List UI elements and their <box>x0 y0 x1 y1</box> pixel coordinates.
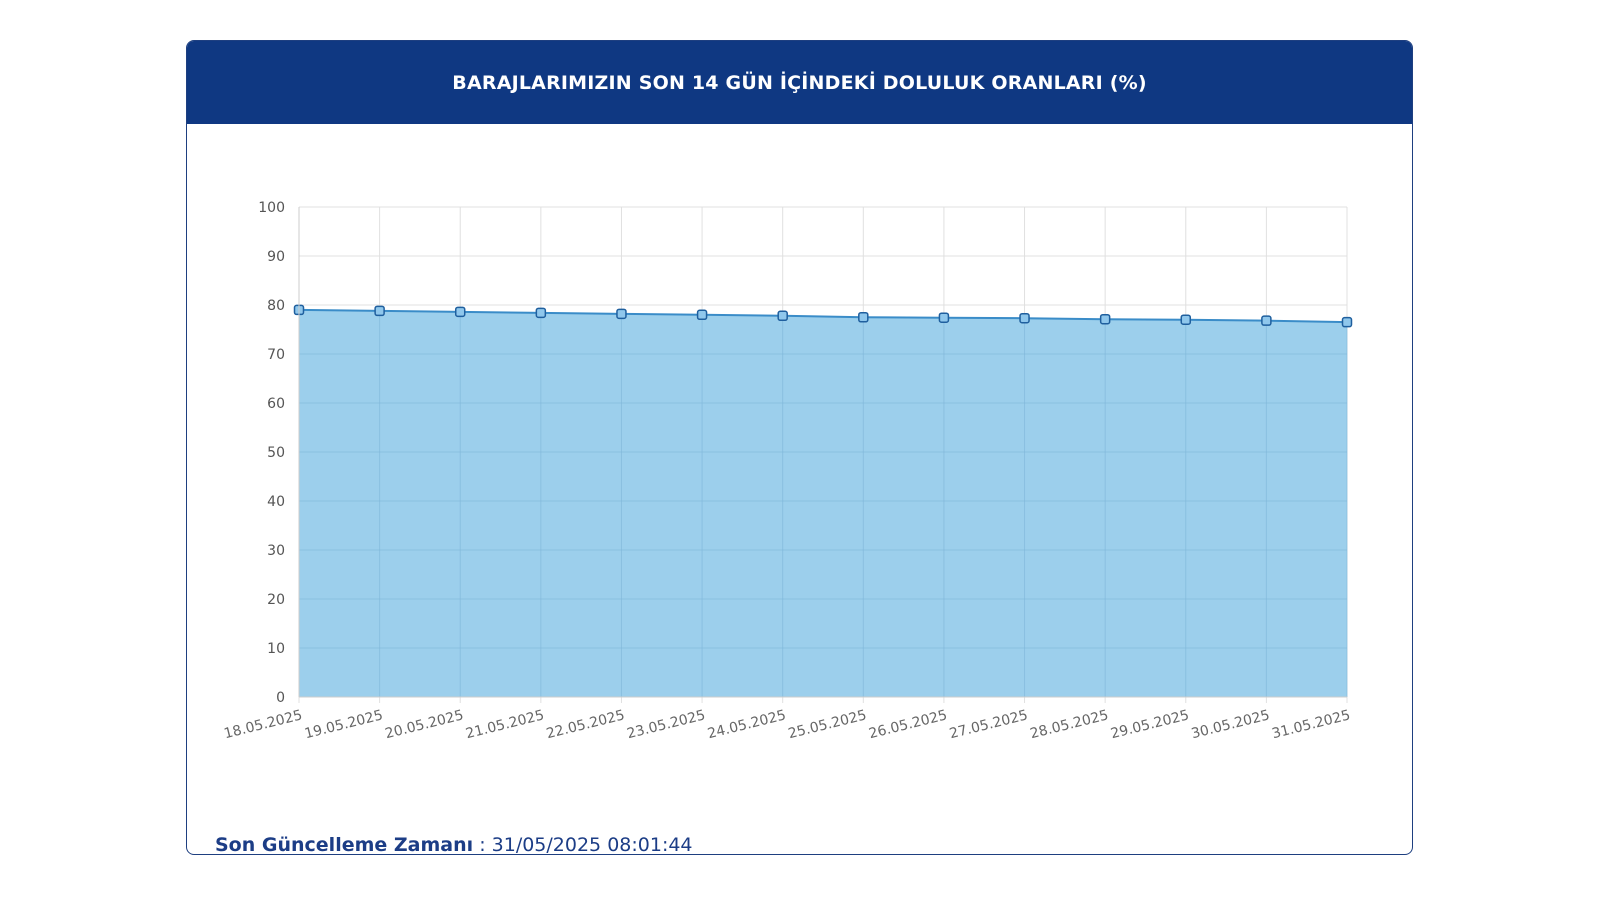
chart-title: BARAJLARIMIZIN SON 14 GÜN İÇİNDEKİ DOLUL… <box>452 71 1147 94</box>
area-chart: 0 10 20 30 40 50 60 70 80 90 100 18.05.202519.05.20… <box>222 200 1353 742</box>
x-tick-label: 24.05.2025 <box>706 707 788 742</box>
last-update: Son Güncelleme Zamanı : 31/05/2025 08:01… <box>215 834 693 855</box>
last-update-value: 31/05/2025 08:01:44 <box>491 834 693 855</box>
data-point <box>454 306 466 318</box>
x-tick-label: 23.05.2025 <box>625 707 707 742</box>
x-tick-label: 29.05.2025 <box>1109 707 1191 742</box>
data-point <box>1341 316 1353 328</box>
data-point <box>1019 312 1030 324</box>
x-tick-label: 28.05.2025 <box>1028 707 1110 742</box>
x-tick-label: 27.05.2025 <box>948 707 1030 742</box>
chart-card: BARAJLARIMIZIN SON 14 GÜN İÇİNDEKİ DOLUL… <box>186 40 1413 855</box>
data-point <box>696 309 708 321</box>
data-point <box>1099 313 1111 325</box>
x-tick-label: 19.05.2025 <box>303 707 385 742</box>
y-tick-label: 90 <box>267 249 285 265</box>
y-tick-label: 20 <box>267 592 285 608</box>
data-point <box>535 307 547 319</box>
x-tick-label: 20.05.2025 <box>384 707 466 742</box>
data-point <box>858 312 869 323</box>
last-update-label: Son Güncelleme Zamanı <box>215 834 474 855</box>
data-point <box>938 312 950 323</box>
y-tick-label: 30 <box>267 543 285 559</box>
data-point <box>1180 314 1192 325</box>
data-point <box>1261 315 1272 326</box>
y-tick-label: 40 <box>267 494 285 510</box>
x-tick-label: 25.05.2025 <box>787 707 869 742</box>
x-tick-label: 30.05.2025 <box>1190 707 1272 742</box>
y-tick-label: 50 <box>267 445 285 461</box>
chart-area: 0 10 20 30 40 50 60 70 80 90 100 18.05.2025 19.05.20… <box>187 124 1412 774</box>
data-point <box>374 305 385 317</box>
y-tick-label: 100 <box>258 200 285 216</box>
x-tick-label: 18.05.2025 <box>222 707 304 742</box>
y-tick-label: 80 <box>267 298 285 314</box>
last-update-separator: : <box>473 834 492 855</box>
y-tick-label: 70 <box>267 347 285 363</box>
data-point <box>616 308 627 320</box>
y-tick-label: 60 <box>267 396 285 412</box>
series-line <box>298 308 1348 324</box>
y-tick-label: 10 <box>267 641 285 657</box>
x-tick-label: 26.05.2025 <box>867 707 949 742</box>
card-header: BARAJLARIMIZIN SON 14 GÜN İÇİNDEKİ DOLUL… <box>187 41 1412 124</box>
series-area <box>299 309 1347 697</box>
x-tick-label: 31.05.2025 <box>1270 707 1352 742</box>
x-tick-label: 22.05.2025 <box>545 707 627 742</box>
y-tick-label: 0 <box>276 690 285 706</box>
x-tick-label: 21.05.2025 <box>464 707 546 742</box>
data-point <box>777 310 788 322</box>
